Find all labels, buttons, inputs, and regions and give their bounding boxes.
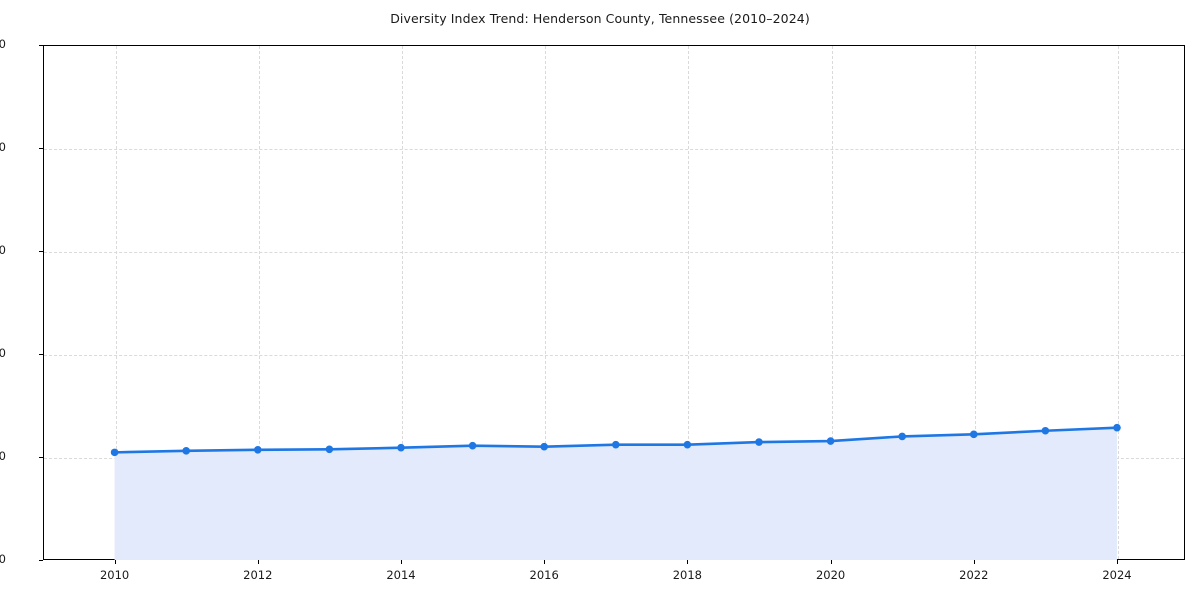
- plot-area: [43, 45, 1185, 560]
- y-tick-label-100: 100: [0, 37, 6, 51]
- y-tick-mark-0: [39, 560, 43, 561]
- gridline-x-2010: [115, 46, 117, 559]
- gridline-x-2016: [545, 46, 547, 559]
- x-tick-mark-2020: [830, 560, 832, 564]
- gridline-y-60: [44, 252, 1184, 253]
- x-tick-label-2024: 2024: [1102, 568, 1132, 582]
- y-tick-mark-40: [39, 354, 43, 355]
- y-tick-label-0: 0: [0, 552, 6, 566]
- x-tick-mark-2018: [687, 560, 689, 564]
- gridline-x-2024: [1117, 46, 1119, 559]
- x-tick-label-2016: 2016: [529, 568, 559, 582]
- y-tick-label-60: 60: [0, 243, 6, 257]
- x-tick-mark-2014: [400, 560, 402, 564]
- y-tick-mark-60: [39, 251, 43, 252]
- y-tick-label-40: 40: [0, 346, 6, 360]
- y-tick-label-20: 20: [0, 449, 6, 463]
- x-tick-label-2014: 2014: [386, 568, 416, 582]
- gridline-y-20: [44, 458, 1184, 459]
- x-tick-mark-2010: [114, 560, 116, 564]
- gridline-x-2014: [401, 46, 403, 559]
- x-tick-mark-2022: [973, 560, 975, 564]
- gridline-y-80: [44, 149, 1184, 150]
- y-tick-mark-20: [39, 457, 43, 458]
- x-tick-mark-2016: [544, 560, 546, 564]
- y-tick-label-80: 80: [0, 140, 6, 154]
- x-tick-mark-2024: [1116, 560, 1118, 564]
- x-tick-mark-2012: [257, 560, 259, 564]
- gridline-x-2018: [688, 46, 690, 559]
- y-tick-mark-100: [39, 45, 43, 46]
- x-tick-label-2012: 2012: [243, 568, 273, 582]
- gridline-y-40: [44, 355, 1184, 356]
- gridline-x-2022: [974, 46, 976, 559]
- x-tick-label-2018: 2018: [672, 568, 703, 582]
- y-tick-mark-80: [39, 148, 43, 149]
- gridline-x-2012: [258, 46, 260, 559]
- chart-title: Diversity Index Trend: Henderson County,…: [390, 11, 810, 26]
- x-tick-label-2020: 2020: [815, 568, 846, 582]
- x-tick-label-2022: 2022: [959, 568, 989, 582]
- gridline-x-2020: [831, 46, 833, 559]
- x-tick-label-2010: 2010: [99, 568, 130, 582]
